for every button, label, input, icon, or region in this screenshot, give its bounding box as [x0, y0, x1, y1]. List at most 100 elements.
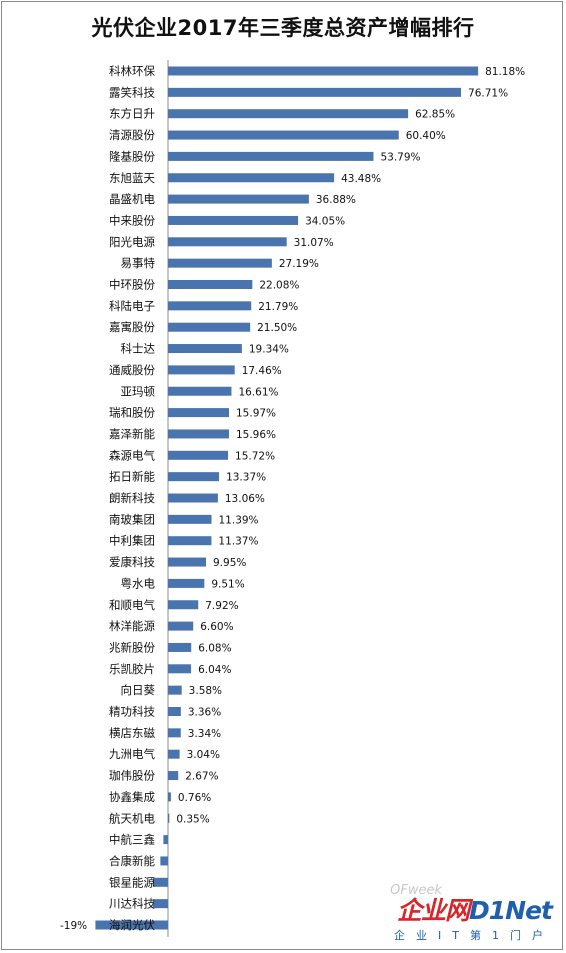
category-label: 中利集团 — [109, 534, 155, 548]
bar — [168, 771, 179, 781]
bar — [168, 237, 287, 247]
data-label: 0.76% — [178, 792, 211, 804]
data-label: 6.04% — [198, 664, 231, 676]
data-label: 6.60% — [200, 621, 233, 633]
bar — [168, 109, 409, 119]
watermark-ofweek: OFweek — [390, 883, 442, 898]
category-label: 中航三鑫 — [109, 833, 155, 847]
data-label: 36.88% — [316, 194, 356, 206]
category-label: 东旭蓝天 — [109, 171, 155, 185]
category-label: 科陆电子 — [109, 299, 155, 313]
category-label: 易事特 — [121, 256, 156, 270]
data-label: 2.67% — [185, 771, 218, 783]
data-label: 76.71% — [468, 87, 508, 99]
watermark-subtitle: 企业IT第1门户 — [394, 929, 554, 942]
bar — [152, 877, 168, 887]
bar — [168, 557, 207, 567]
bar — [168, 600, 199, 610]
bar — [168, 813, 170, 823]
data-label: 60.40% — [406, 130, 446, 142]
data-label: 0.35% — [176, 813, 209, 825]
bar — [95, 920, 168, 930]
category-label: 晶盛机电 — [109, 192, 155, 206]
category-label: 阳光电源 — [109, 235, 155, 249]
data-label: 15.97% — [236, 408, 276, 420]
data-label: 31.07% — [294, 237, 334, 249]
data-label: 7.92% — [205, 600, 238, 612]
bar — [168, 707, 181, 716]
bar — [168, 578, 205, 588]
data-label: 3.04% — [187, 749, 220, 761]
watermark-site-part2: D1Net — [469, 896, 553, 925]
data-label: 21.50% — [257, 322, 297, 334]
category-label: 露笑科技 — [109, 85, 155, 99]
category-label: 乐凯胶片 — [109, 662, 155, 676]
bar — [160, 856, 168, 866]
category-label: 中来股份 — [109, 213, 155, 227]
bar — [168, 386, 232, 396]
data-label: 13.06% — [225, 493, 265, 505]
bar — [168, 728, 181, 738]
category-label: 瑞和股份 — [109, 406, 155, 420]
category-label: 林洋能源 — [109, 619, 155, 633]
category-label: 珈伟股份 — [109, 769, 155, 783]
data-label: 21.79% — [258, 301, 298, 313]
category-label: 九洲电气 — [109, 747, 155, 761]
data-label: 3.36% — [188, 707, 221, 719]
category-label: 科士达 — [121, 342, 156, 356]
category-label: 爱康科技 — [109, 555, 155, 569]
watermark-site-part1: 企业网 — [397, 896, 470, 925]
category-label: 南玻集团 — [109, 512, 155, 526]
data-label: 13.37% — [226, 472, 266, 484]
bar — [168, 280, 253, 289]
bar — [168, 258, 272, 268]
bar — [168, 194, 309, 204]
data-label: 9.51% — [211, 578, 244, 590]
data-label: 6.08% — [198, 642, 231, 654]
data-label: 22.08% — [259, 280, 299, 292]
bar — [168, 408, 230, 418]
category-label: 合康新能 — [109, 854, 155, 868]
data-label: 43.48% — [341, 173, 381, 185]
bar — [168, 151, 374, 161]
category-label: 拓日新能 — [109, 470, 155, 484]
bar — [168, 66, 479, 76]
watermark: OFweek 企业网D1Net 企业IT第1门户 — [370, 883, 560, 947]
category-label: 嘉泽新能 — [109, 427, 155, 441]
category-label: 川达科技 — [109, 897, 155, 911]
bar — [168, 173, 335, 183]
bar — [168, 621, 194, 631]
bar — [168, 664, 192, 674]
bar — [168, 749, 180, 759]
bar — [168, 536, 212, 546]
category-label: 横店东磁 — [109, 726, 155, 740]
data-label: 3.58% — [189, 685, 222, 697]
bar — [168, 493, 218, 503]
watermark-site-logo: 企业网D1Net — [397, 891, 553, 927]
data-label: -19% — [60, 920, 87, 932]
category-label: 兆新股份 — [109, 640, 155, 654]
category-label: 和顺电气 — [109, 598, 155, 612]
bar — [168, 344, 242, 354]
bar — [168, 130, 399, 140]
data-label: 27.19% — [279, 258, 319, 270]
data-label: 15.96% — [236, 429, 276, 441]
bar — [168, 472, 220, 482]
category-label: 粤水电 — [121, 576, 156, 590]
category-label: 航天机电 — [109, 811, 155, 825]
bar — [168, 642, 192, 652]
bar — [168, 450, 229, 460]
bar — [168, 322, 251, 332]
category-label: 朗新科技 — [109, 491, 155, 505]
chart-title: 光伏企业2017年三季度总资产增幅排行 — [91, 16, 475, 40]
data-label: 16.61% — [238, 386, 278, 398]
bar — [168, 792, 171, 802]
bar — [168, 685, 182, 695]
category-label: 亚玛顿 — [121, 384, 156, 398]
data-label: 3.34% — [188, 728, 221, 740]
category-label: 银星能源 — [109, 875, 155, 889]
data-label: 34.05% — [305, 215, 345, 227]
category-label: 协鑫集成 — [109, 790, 155, 804]
